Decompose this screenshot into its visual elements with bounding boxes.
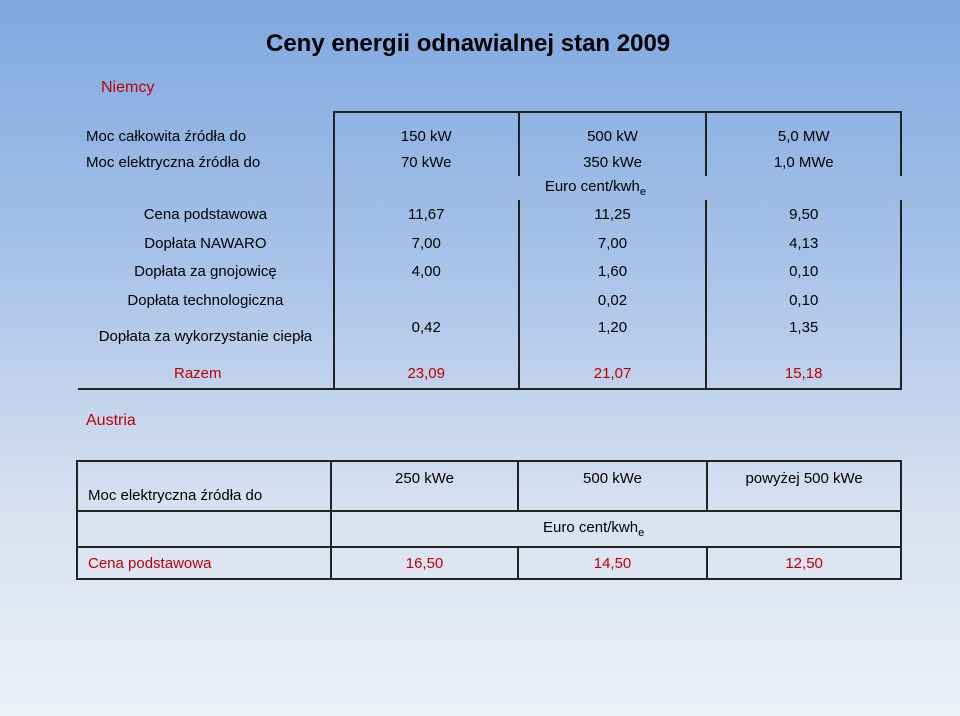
unit-label: Euro cent/kwhe <box>332 176 901 200</box>
table-cell: 4,13 <box>705 229 902 257</box>
austria-price-table: Moc elektryczna źródła do 250 kWe 500 kW… <box>75 460 902 580</box>
table-row: Cena podstawowa 16,50 14,50 12,50 <box>75 546 902 580</box>
header-cell: 5,0 MW <box>705 111 902 148</box>
row-label: Dopłata za gnojowicę <box>134 263 277 280</box>
table-cell: 0,02 <box>517 286 707 314</box>
table-cell: 1,20 <box>517 314 707 358</box>
table-cell: 70 kWe <box>332 148 519 176</box>
table-cell: 350 kWe <box>517 148 707 176</box>
table-cell: 1,35 <box>705 314 902 358</box>
page-title: Ceny energii odnawialnej stan 2009 <box>266 30 671 57</box>
table-cell: 9,50 <box>705 200 902 229</box>
row-label: Cena podstawowa <box>143 206 268 223</box>
table-cell <box>332 286 519 314</box>
table-row: Dopłata za gnojowicę 4,00 1,60 0,10 <box>78 257 902 286</box>
table-row: Euro cent/kwhe <box>75 510 902 547</box>
table-cell: 0,42 <box>332 314 519 358</box>
table-row: Cena podstawowa 11,67 11,25 9,50 <box>78 200 902 229</box>
table-cell: 7,00 <box>517 229 707 257</box>
table-cell: 11,25 <box>517 200 707 229</box>
row-label: Dopłata za wykorzystanie ciepła <box>98 327 313 345</box>
total-label: Razem <box>174 364 222 382</box>
table-cell: 4,00 <box>332 257 519 286</box>
row-label: Moc elektryczna źródła do <box>86 153 261 171</box>
total-cell: 23,09 <box>332 358 519 390</box>
table-cell: 0,10 <box>705 286 902 314</box>
total-cell: 21,07 <box>517 358 707 390</box>
table-row: Moc całkowita źródła do 150 kW 500 kW 5,… <box>78 111 902 148</box>
table-cell: 0,10 <box>705 257 902 286</box>
row-label: Cena podstawowa <box>75 546 332 580</box>
table-cell: 16,50 <box>330 546 518 580</box>
row-label: Dopłata NAWARO <box>144 234 267 252</box>
header-cell: 150 kW <box>332 111 519 148</box>
table-row: Moc elektryczna źródła do 250 kWe 500 kW… <box>75 460 902 511</box>
table-cell: 1,0 MWe <box>705 148 902 176</box>
table-cell: 12,50 <box>706 546 902 580</box>
table-row: Razem 23,09 21,07 15,18 <box>78 358 902 390</box>
total-cell: 15,18 <box>705 358 902 390</box>
table-cell: 7,00 <box>332 229 519 257</box>
germany-price-table: Moc całkowita źródła do 150 kW 500 kW 5,… <box>78 111 902 390</box>
table-row: Dopłata technologiczna 0,02 0,10 <box>78 286 902 314</box>
row-label: Moc elektryczna źródła do <box>75 460 332 511</box>
header-cell: 250 kWe <box>330 460 518 493</box>
header-cell: 500 kW <box>517 111 707 148</box>
header-cell: powyżej 500 kWe <box>706 460 902 493</box>
table-cell: 11,67 <box>332 200 519 229</box>
header-cell: 500 kWe <box>516 460 708 493</box>
country-label-austria: Austria <box>86 412 136 429</box>
table-cell: 1,60 <box>517 257 707 286</box>
table-row: Moc elektryczna źródła do 70 kWe 350 kWe… <box>78 148 902 176</box>
table-row: Dopłata NAWARO 7,00 7,00 4,13 <box>78 229 902 257</box>
table-row: Dopłata za wykorzystanie ciepła 0,42 1,2… <box>78 314 902 358</box>
row-label: Moc całkowita źródła do <box>86 128 247 145</box>
table-cell: 14,50 <box>516 546 708 580</box>
country-label-germany: Niemcy <box>101 79 155 96</box>
table-row: Euro cent/kwhe <box>78 176 901 200</box>
row-label: Dopłata technologiczna <box>127 291 284 309</box>
unit-label: Euro cent/kwhe <box>330 510 902 547</box>
